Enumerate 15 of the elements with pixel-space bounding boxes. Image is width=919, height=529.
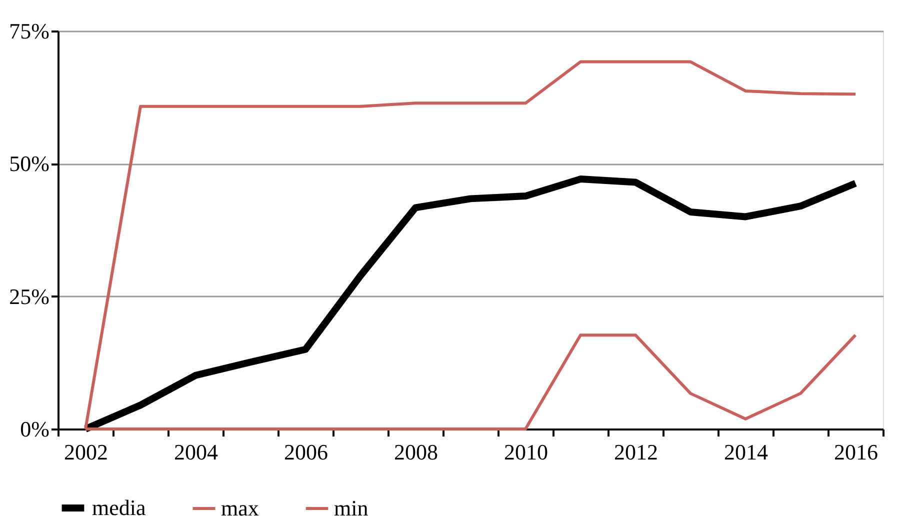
x-tick-label: 2012 [614, 440, 658, 464]
x-tick-label: 2014 [724, 440, 768, 464]
legend-label: min [334, 496, 368, 520]
y-tick-label: 75% [9, 18, 50, 44]
x-tick-label: 2006 [284, 440, 328, 464]
legend-label: media [92, 495, 146, 520]
y-tick-label: 50% [9, 151, 50, 176]
x-tick-label: 2004 [174, 440, 218, 464]
y-tick-label: 0% [20, 416, 50, 442]
legend-label: max [221, 496, 259, 520]
x-tick-label: 2008 [394, 440, 438, 464]
x-tick-label: 2016 [834, 440, 878, 464]
x-tick-label: 2002 [64, 440, 108, 464]
y-tick-label: 25% [9, 284, 50, 309]
x-tick-label: 2010 [504, 440, 548, 464]
